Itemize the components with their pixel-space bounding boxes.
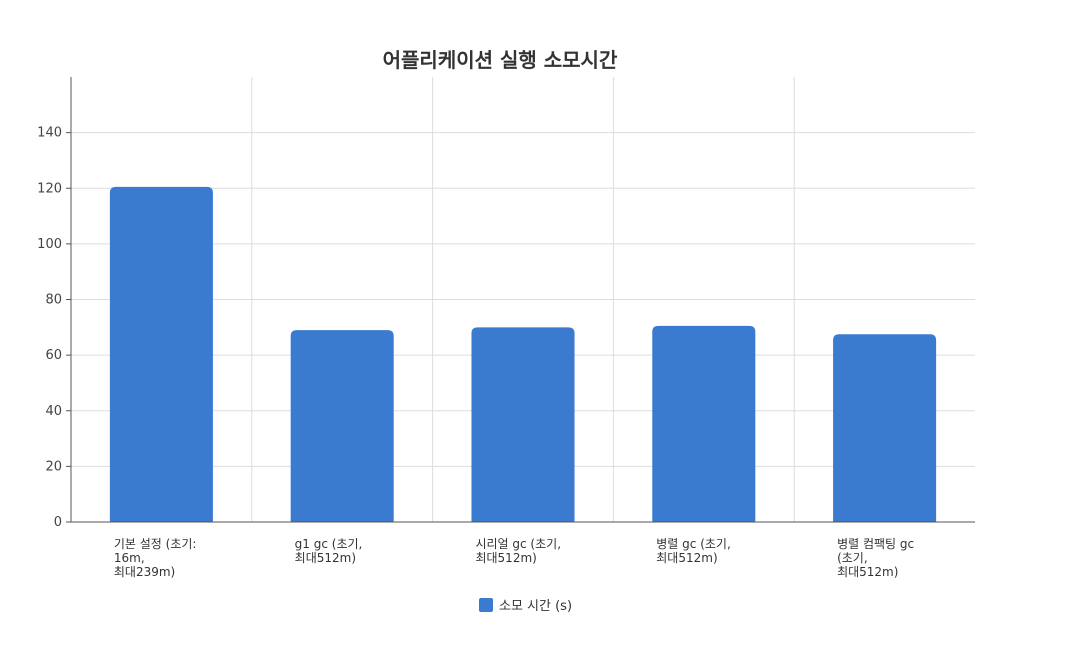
y-tick-label: 60 [45, 348, 62, 363]
chart-title: 어플리케이션 실행 소모시간 [383, 48, 618, 72]
bar[interactable] [290, 330, 394, 522]
x-axis-ticks: 기본 설정 (초기: 16m, 최대239m) g1 gc (초기, 최대512m) 시리… [114, 537, 914, 579]
bar[interactable] [652, 325, 756, 522]
x-tick-label: 병렬 gc (초기, 최대512m) [656, 537, 731, 565]
bar[interactable] [471, 327, 575, 522]
legend-label[interactable]: 소모 시간 (s) [499, 599, 572, 614]
y-tick-label: 20 [45, 459, 62, 474]
y-tick-label: 100 [37, 237, 62, 252]
axes [70, 77, 975, 523]
x-tick-label: g1 gc (초기, 최대512m) [295, 537, 363, 565]
x-tick-label: 기본 설정 (초기: 16m, 최대239m) [114, 537, 197, 579]
x-tick-label: 병렬 컴팩팅 gc (초기, 최대512m) [837, 537, 914, 579]
legend[interactable]: 소모 시간 (s) [479, 598, 572, 614]
x-tick-label: 시리얼 gc (초기, 최대512m) [475, 537, 561, 565]
y-tick-label: 80 [45, 293, 62, 308]
y-tick-label: 0 [54, 515, 62, 530]
y-tick-label: 140 [37, 126, 62, 141]
y-tick-label: 40 [45, 404, 62, 419]
bar[interactable] [833, 334, 937, 522]
bars [109, 186, 937, 522]
y-tick-label: 120 [37, 181, 62, 196]
bar[interactable] [109, 186, 213, 522]
y-axis-ticks: 0 20 40 60 80 100 120 140 [37, 126, 71, 530]
legend-swatch[interactable] [479, 598, 493, 612]
grid-lines [71, 77, 975, 522]
